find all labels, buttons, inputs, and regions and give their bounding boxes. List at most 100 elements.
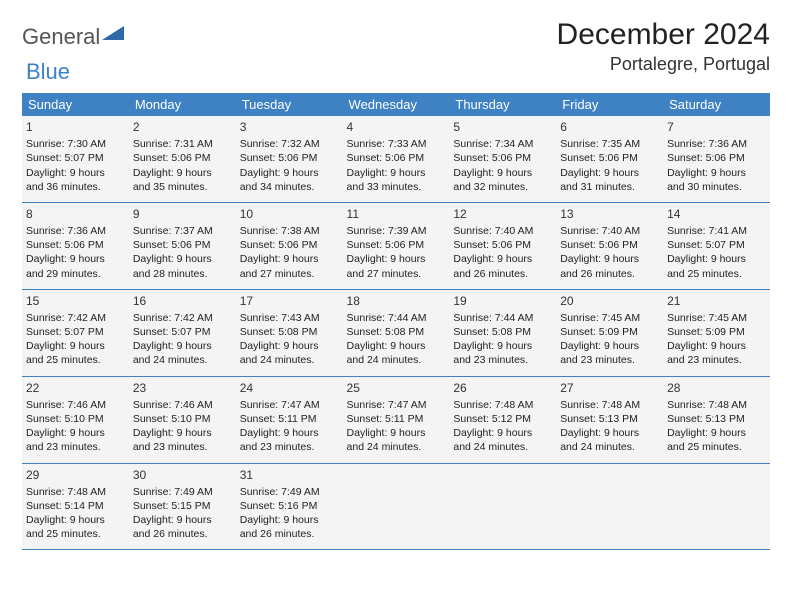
logo-text-blue: Blue bbox=[26, 59, 70, 84]
day-cell: 2 Sunrise: 7:31 AMSunset: 5:06 PMDaylight… bbox=[129, 116, 236, 202]
calendar-table: Sunday Monday Tuesday Wednesday Thursday… bbox=[22, 93, 770, 550]
sunrise-line: Sunrise: 7:37 AM bbox=[133, 224, 232, 238]
day-header: Thursday bbox=[449, 93, 556, 116]
sunrise-line: Sunrise: 7:45 AM bbox=[667, 311, 766, 325]
sunrise-line: Sunrise: 7:38 AM bbox=[240, 224, 339, 238]
day-cell bbox=[663, 463, 770, 550]
daylight-line: Daylight: 9 hours and 27 minutes. bbox=[347, 252, 446, 280]
day-header: Saturday bbox=[663, 93, 770, 116]
logo-triangle-icon bbox=[102, 26, 124, 49]
day-number: 28 bbox=[667, 380, 766, 396]
daylight-line: Daylight: 9 hours and 29 minutes. bbox=[26, 252, 125, 280]
day-number: 4 bbox=[347, 119, 446, 135]
sunset-line: Sunset: 5:13 PM bbox=[667, 412, 766, 426]
day-cell: 21 Sunrise: 7:45 AMSunset: 5:09 PMDayligh… bbox=[663, 289, 770, 376]
sunrise-line: Sunrise: 7:48 AM bbox=[26, 485, 125, 499]
day-number: 1 bbox=[26, 119, 125, 135]
week-row: 29Sunrise: 7:48 AMSunset: 5:14 PMDayligh… bbox=[22, 463, 770, 550]
day-cell: 7Sunrise: 7:36 AMSunset: 5:06 PMDaylight… bbox=[663, 116, 770, 202]
sunset-line: Sunset: 5:13 PM bbox=[560, 412, 659, 426]
day-number: 21 bbox=[667, 293, 766, 309]
sunrise-line: Sunrise: 7:44 AM bbox=[347, 311, 446, 325]
day-cell: 22Sunrise: 7:46 AMSunset: 5:10 PMDayligh… bbox=[22, 376, 129, 463]
daylight-line: Daylight: 9 hours and 24 minutes. bbox=[560, 426, 659, 454]
day-header: Sunday bbox=[22, 93, 129, 116]
day-number: 27 bbox=[560, 380, 659, 396]
day-number: 19 bbox=[453, 293, 552, 309]
sunrise-line: Sunrise: 7:44 AM bbox=[453, 311, 552, 325]
daylight-line: Daylight: 9 hours and 24 minutes. bbox=[240, 339, 339, 367]
sunset-line: Sunset: 5:14 PM bbox=[26, 499, 125, 513]
sunrise-line: Sunrise: 7:41 AM bbox=[667, 224, 766, 238]
sunset-line: Sunset: 5:06 PM bbox=[347, 151, 446, 165]
day-cell: 8Sunrise: 7:36 AMSunset: 5:06 PMDaylight… bbox=[22, 202, 129, 289]
sunrise-line: Sunrise: 7:39 AM bbox=[347, 224, 446, 238]
sunrise-line: Sunrise: 7:46 AM bbox=[133, 398, 232, 412]
daylight-line: Daylight: 9 hours and 23 minutes. bbox=[560, 339, 659, 367]
sunset-line: Sunset: 5:09 PM bbox=[560, 325, 659, 339]
sunset-line: Sunset: 5:06 PM bbox=[560, 151, 659, 165]
daylight-line: Daylight: 9 hours and 24 minutes. bbox=[347, 339, 446, 367]
day-number: 6 bbox=[560, 119, 659, 135]
daylight-line: Daylight: 9 hours and 23 minutes. bbox=[453, 339, 552, 367]
daylight-line: Daylight: 9 hours and 34 minutes. bbox=[240, 166, 339, 194]
week-row: 22 Sunrise: 7:46 AM Sunset: 5:10 PM Dayligh… bbox=[22, 376, 770, 463]
daylight-line: Daylight: 9 hours and 25 minutes. bbox=[667, 426, 766, 454]
daylight-line: Daylight: 9 hours and 23 minutes. bbox=[133, 426, 232, 454]
day-header: Tuesday bbox=[236, 93, 343, 116]
sunrise-line: Sunrise: 7:45 AM bbox=[560, 311, 659, 325]
sunset-line: Sunset: 5:07 PM bbox=[26, 325, 125, 339]
sunrise-line: Sunrise: 7:42 AM bbox=[133, 311, 232, 325]
daylight-line: Daylight: 9 hours and 24 minutes. bbox=[133, 339, 232, 367]
sunrise-line: Sunrise: 7:33 AM bbox=[347, 137, 446, 151]
sunset-line: Sunset: 5:06 PM bbox=[453, 151, 552, 165]
logo-text-general: General bbox=[22, 24, 100, 50]
sunset-line: Sunset: 5:11 PM bbox=[240, 412, 339, 426]
day-number: 9 bbox=[133, 206, 232, 222]
sunset-line: Sunset: 5:07 PM bbox=[133, 325, 232, 339]
sunrise-line: Sunrise: 7:48 AM bbox=[453, 398, 552, 412]
day-cell bbox=[343, 463, 450, 550]
day-cell: 9Sunrise: 7:37 AMSunset: 5:06 PMDaylight… bbox=[129, 202, 236, 289]
sunrise-line: Sunrise: 7:47 AM bbox=[347, 398, 446, 412]
daylight-line: Daylight: 9 hours and 26 minutes. bbox=[560, 252, 659, 280]
day-number: 24 bbox=[240, 380, 339, 396]
sunset-line: Sunset: 5:10 PM bbox=[26, 412, 125, 426]
sunset-line: Sunset: 5:06 PM bbox=[667, 151, 766, 165]
day-cell: 26Sunrise: 7:48 AMSunset: 5:12 PMDayligh… bbox=[449, 376, 556, 463]
day-cell: 19Sunrise: 7:44 AMSunset: 5:08 PMDayligh… bbox=[449, 289, 556, 376]
day-number: 23 bbox=[133, 380, 232, 396]
day-cell bbox=[556, 463, 663, 550]
day-cell: 14Sunrise: 7:41 AMSunset: 5:07 PMDayligh… bbox=[663, 202, 770, 289]
day-cell: 15Sunrise: 7:42 AMSunset: 5:07 PMDayligh… bbox=[22, 289, 129, 376]
daylight-line: Daylight: 9 hours and 23 minutes. bbox=[667, 339, 766, 367]
day-cell: 25Sunrise: 7:47 AMSunset: 5:11 PMDayligh… bbox=[343, 376, 450, 463]
day-number: 22 bbox=[26, 380, 125, 396]
sunset-line: Sunset: 5:08 PM bbox=[347, 325, 446, 339]
day-number: 2 bbox=[133, 119, 232, 135]
day-cell: 31Sunrise: 7:49 AMSunset: 5:16 PMDayligh… bbox=[236, 463, 343, 550]
day-number: 30 bbox=[133, 467, 232, 483]
day-cell: 17Sunrise: 7:43 AMSunset: 5:08 PMDayligh… bbox=[236, 289, 343, 376]
sunset-line: Sunset: 5:07 PM bbox=[667, 238, 766, 252]
day-number: 18 bbox=[347, 293, 446, 309]
sunrise-line: Sunrise: 7:48 AM bbox=[667, 398, 766, 412]
day-number: 15 bbox=[26, 293, 125, 309]
week-row: 15Sunrise: 7:42 AMSunset: 5:07 PMDayligh… bbox=[22, 289, 770, 376]
daylight-line: Daylight: 9 hours and 26 minutes. bbox=[240, 513, 339, 541]
day-number: 17 bbox=[240, 293, 339, 309]
sunrise-line: Sunrise: 7:31 AM bbox=[133, 137, 232, 151]
sunset-line: Sunset: 5:06 PM bbox=[133, 151, 232, 165]
sunrise-line: Sunrise: 7:42 AM bbox=[26, 311, 125, 325]
sunset-line: Sunset: 5:12 PM bbox=[453, 412, 552, 426]
sunset-line: Sunset: 5:09 PM bbox=[667, 325, 766, 339]
sunset-line: Sunset: 5:06 PM bbox=[560, 238, 659, 252]
day-cell: 5Sunrise: 7:34 AMSunset: 5:06 PMDaylight… bbox=[449, 116, 556, 202]
day-number: 10 bbox=[240, 206, 339, 222]
daylight-line: Daylight: 9 hours and 35 minutes. bbox=[133, 166, 232, 194]
sunset-line: Sunset: 5:11 PM bbox=[347, 412, 446, 426]
day-number: 8 bbox=[26, 206, 125, 222]
daylight-line: Daylight: 9 hours and 30 minutes. bbox=[667, 166, 766, 194]
daylight-line: Daylight: 9 hours and 24 minutes. bbox=[347, 426, 446, 454]
sunrise-line: Sunrise: 7:32 AM bbox=[240, 137, 339, 151]
